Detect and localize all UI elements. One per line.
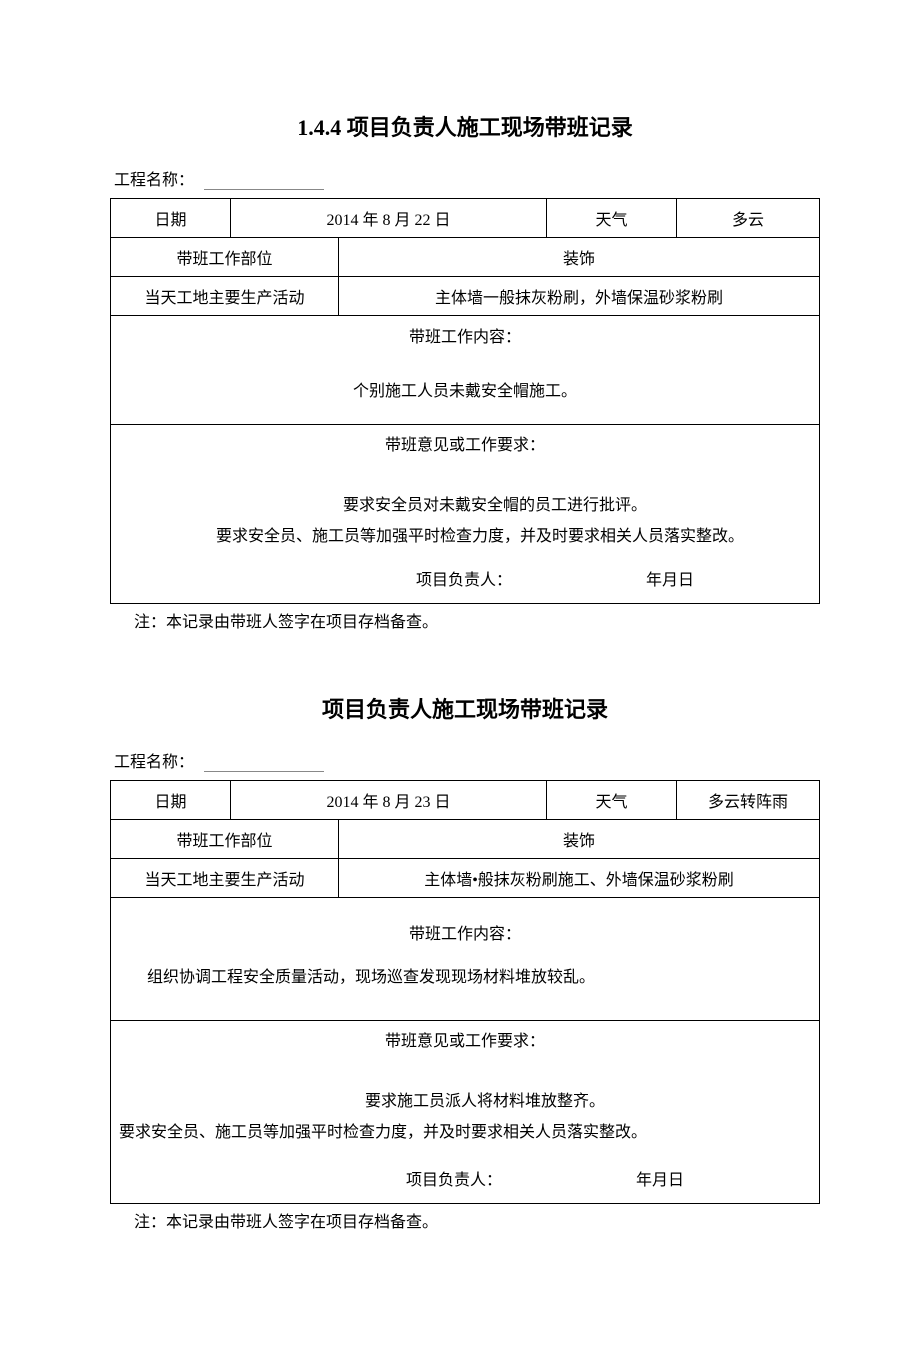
record-2: 项目负责人施工现场带班记录 工程名称： 日期 2014 年 8 月 23 日 天… [110, 692, 820, 1232]
footnote: 注：本记录由带班人签字在项目存档备查。 [110, 1204, 820, 1232]
record-table: 日期 2014 年 8 月 23 日 天气 多云转阵雨 带班工作部位 装饰 当天… [110, 780, 820, 1204]
record-table: 日期 2014 年 8 月 22 日 天气 多云 带班工作部位 装饰 当天工地主… [110, 198, 820, 604]
work-content-body: 个别施工人员未戴安全帽施工。 [119, 359, 811, 417]
project-name-underline [204, 175, 324, 190]
date-value: 2014 年 8 月 23 日 [231, 780, 547, 819]
position-value: 装饰 [339, 819, 820, 858]
project-name-label: 工程名称： [114, 748, 194, 772]
row-position: 带班工作部位 装饰 [111, 238, 820, 277]
row-date-weather: 日期 2014 年 8 月 22 日 天气 多云 [111, 199, 820, 238]
position-label: 带班工作部位 [111, 819, 339, 858]
date-label: 日期 [111, 199, 231, 238]
opinion-line-2: 要求安全员、施工员等加强平时检查力度，并及时要求相关人员落实整改。 [119, 522, 811, 552]
record-title: 项目负责人施工现场带班记录 [110, 692, 820, 724]
weather-value: 多云 [677, 199, 820, 238]
project-name-row: 工程名称： [110, 748, 820, 772]
activity-value: 主体墙一般抹灰粉刷，外墙保温砂浆粉刷 [339, 277, 820, 316]
opinion-header: 带班意见或工作要求： [119, 1027, 811, 1057]
activity-value: 主体墙•般抹灰粉刷施工、外墙保温砂浆粉刷 [339, 858, 820, 897]
activity-label: 当天工地主要生产活动 [111, 858, 339, 897]
row-work-content: 带班工作内容： 组织协调工程安全质量活动，现场巡查发现现场材料堆放较乱。 [111, 897, 820, 1020]
position-label: 带班工作部位 [111, 238, 339, 277]
row-opinion: 带班意见或工作要求： 要求安全员对未戴安全帽的员工进行批评。 要求安全员、施工员… [111, 425, 820, 604]
signature-line: 项目负责人： 年月日 [119, 1152, 811, 1196]
manager-label: 项目负责人： [406, 1166, 502, 1196]
opinion-header: 带班意见或工作要求： [119, 431, 811, 461]
manager-label: 项目负责人： [416, 566, 512, 596]
project-name-label: 工程名称： [114, 166, 194, 190]
work-content-body: 组织协调工程安全质量活动，现场巡查发现现场材料堆放较乱。 [119, 957, 811, 997]
row-work-content: 带班工作内容： 个别施工人员未戴安全帽施工。 [111, 316, 820, 425]
weather-label: 天气 [547, 199, 677, 238]
record-title: 1.4.4 项目负责人施工现场带班记录 [110, 110, 820, 142]
position-value: 装饰 [339, 238, 820, 277]
footnote: 注：本记录由带班人签字在项目存档备查。 [110, 604, 820, 632]
project-name-underline [204, 757, 324, 772]
row-activity: 当天工地主要生产活动 主体墙•般抹灰粉刷施工、外墙保温砂浆粉刷 [111, 858, 820, 897]
opinion-line-2: 要求安全员、施工员等加强平时检查力度，并及时要求相关人员落实整改。 [119, 1118, 811, 1152]
project-name-row: 工程名称： [110, 166, 820, 190]
opinion-line-1: 要求施工员派人将材料堆放整齐。 [119, 1087, 811, 1117]
row-position: 带班工作部位 装饰 [111, 819, 820, 858]
work-content-header: 带班工作内容： [119, 920, 811, 950]
activity-label: 当天工地主要生产活动 [111, 277, 339, 316]
sig-date: 年月日 [646, 566, 694, 596]
opinion-line-1: 要求安全员对未戴安全帽的员工进行批评。 [119, 491, 811, 521]
record-1: 1.4.4 项目负责人施工现场带班记录 工程名称： 日期 2014 年 8 月 … [110, 110, 820, 632]
sig-date: 年月日 [636, 1166, 684, 1196]
signature-line: 项目负责人： 年月日 [119, 552, 811, 596]
work-content-header: 带班工作内容： [119, 323, 811, 353]
row-date-weather: 日期 2014 年 8 月 23 日 天气 多云转阵雨 [111, 780, 820, 819]
date-label: 日期 [111, 780, 231, 819]
weather-label: 天气 [547, 780, 677, 819]
weather-value: 多云转阵雨 [677, 780, 820, 819]
row-opinion: 带班意见或工作要求： 要求施工员派人将材料堆放整齐。 要求安全员、施工员等加强平… [111, 1020, 820, 1203]
row-activity: 当天工地主要生产活动 主体墙一般抹灰粉刷，外墙保温砂浆粉刷 [111, 277, 820, 316]
date-value: 2014 年 8 月 22 日 [231, 199, 547, 238]
